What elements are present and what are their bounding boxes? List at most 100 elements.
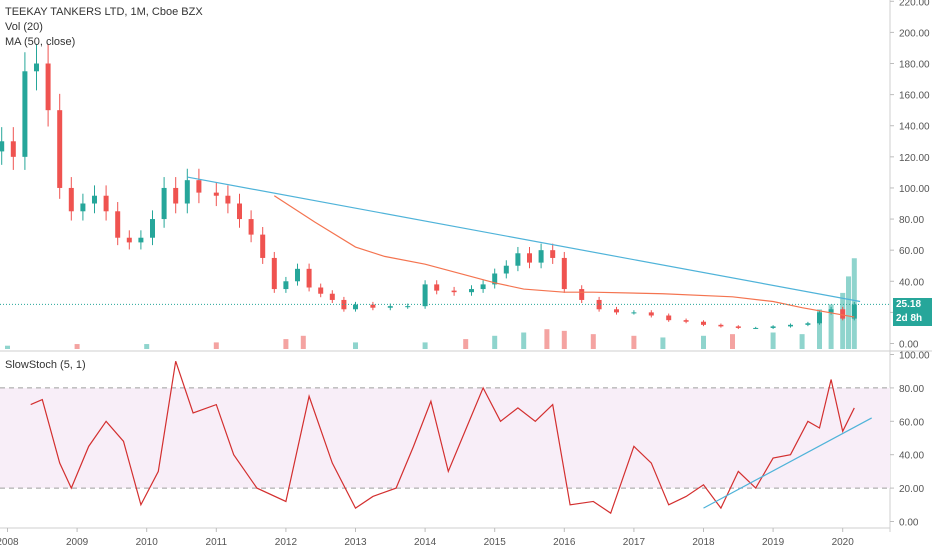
candle-body — [851, 304, 857, 319]
candle-body — [788, 324, 793, 327]
time-axis-label: 2013 — [344, 537, 367, 548]
stoch-axis-label: 60.00 — [899, 417, 924, 428]
candle-body — [271, 257, 277, 290]
candle — [184, 168, 190, 214]
candle-body — [353, 304, 358, 310]
price-trendline — [187, 176, 861, 303]
candle — [851, 301, 857, 321]
candle-body — [631, 312, 637, 314]
volume-bar — [353, 342, 358, 349]
vol-legend[interactable]: Vol (20) — [5, 21, 43, 33]
candle-body — [184, 180, 190, 204]
time-axis-label: 2020 — [832, 537, 855, 548]
candle — [295, 263, 300, 286]
volume-bar — [770, 332, 776, 349]
candle-body — [405, 306, 411, 308]
candle — [57, 93, 63, 199]
candle — [788, 323, 793, 328]
candle-body — [196, 180, 202, 193]
candle-body — [283, 281, 289, 290]
volume-bar — [544, 329, 550, 349]
candle-body — [579, 289, 585, 300]
candle — [503, 260, 509, 279]
candle — [550, 243, 556, 264]
stoch-axis-label: 40.00 — [899, 451, 924, 462]
time-axis-label: 2011 — [206, 537, 228, 548]
candle — [631, 310, 637, 315]
candle-body — [770, 326, 776, 328]
candle — [103, 185, 109, 221]
candle-body — [161, 187, 167, 220]
volume-bar — [283, 339, 289, 349]
candle — [248, 210, 254, 243]
volume-bar — [817, 309, 822, 349]
candle — [492, 268, 498, 289]
volume-bar — [828, 304, 834, 349]
candle-body — [213, 192, 219, 196]
chart-title[interactable]: TEEKAY TANKERS LTD, 1M, Cboe BZX — [5, 6, 203, 18]
bar-countdown-tag: 2d 8h — [893, 312, 932, 326]
volume-bar — [846, 276, 851, 349]
candle-body — [138, 237, 144, 243]
candle — [150, 210, 155, 246]
candle — [538, 243, 544, 269]
candle — [579, 285, 585, 303]
price-axis-label: 200.00 — [899, 28, 930, 39]
candle — [527, 246, 532, 269]
ma-legend[interactable]: MA (50, close) — [5, 36, 76, 48]
candle — [196, 168, 202, 204]
candle — [271, 251, 277, 293]
volume-bar — [521, 332, 527, 349]
candle-body — [480, 284, 486, 290]
candle-body — [550, 250, 556, 258]
candle-body — [805, 323, 811, 325]
stoch-axis-label: 20.00 — [899, 484, 924, 495]
volume-bar — [799, 334, 805, 349]
price-axis-label: 140.00 — [899, 122, 930, 133]
candle-body — [295, 268, 300, 282]
stoch-legend[interactable]: SlowStoch (5, 1) — [5, 359, 86, 371]
candle — [138, 230, 144, 250]
candle — [614, 306, 619, 315]
stoch-line — [30, 360, 855, 515]
price-pane-bg — [0, 0, 890, 350]
volume-bar — [730, 334, 735, 349]
time-axis-label: 2009 — [66, 537, 89, 548]
candle-body — [503, 265, 509, 274]
candle-body — [45, 63, 51, 111]
volume-bar — [74, 344, 80, 349]
candle — [735, 325, 741, 330]
candle-body — [561, 257, 567, 290]
candle-body — [434, 284, 440, 291]
candle-body — [515, 253, 521, 266]
volume-bar — [660, 337, 666, 349]
candle-body — [817, 312, 822, 324]
candle — [237, 193, 242, 228]
volume-bar — [463, 339, 469, 349]
candle — [92, 185, 97, 214]
candle-body — [225, 195, 231, 204]
candle-body — [22, 71, 28, 157]
candle — [341, 296, 347, 312]
candle-body — [329, 293, 335, 300]
candle — [353, 301, 358, 312]
candle — [596, 296, 602, 312]
candle — [701, 320, 706, 327]
volume-bar — [631, 335, 637, 349]
candle-body — [248, 219, 254, 235]
candle-body — [34, 63, 39, 72]
ma-50-line — [273, 195, 855, 318]
candle — [22, 52, 28, 170]
volume-bar — [422, 342, 428, 349]
candle-body — [103, 195, 109, 212]
candle-body — [701, 321, 706, 325]
candle — [225, 185, 231, 214]
volume-bar — [701, 335, 706, 349]
time-axis-label: 2018 — [692, 537, 715, 548]
price-axis-label: 80.00 — [899, 215, 924, 226]
candle-body — [492, 273, 498, 285]
stoch-axis-label: 0.00 — [899, 518, 919, 529]
candle-body — [68, 187, 74, 212]
candle-body — [648, 312, 654, 316]
candle-body — [115, 211, 121, 238]
